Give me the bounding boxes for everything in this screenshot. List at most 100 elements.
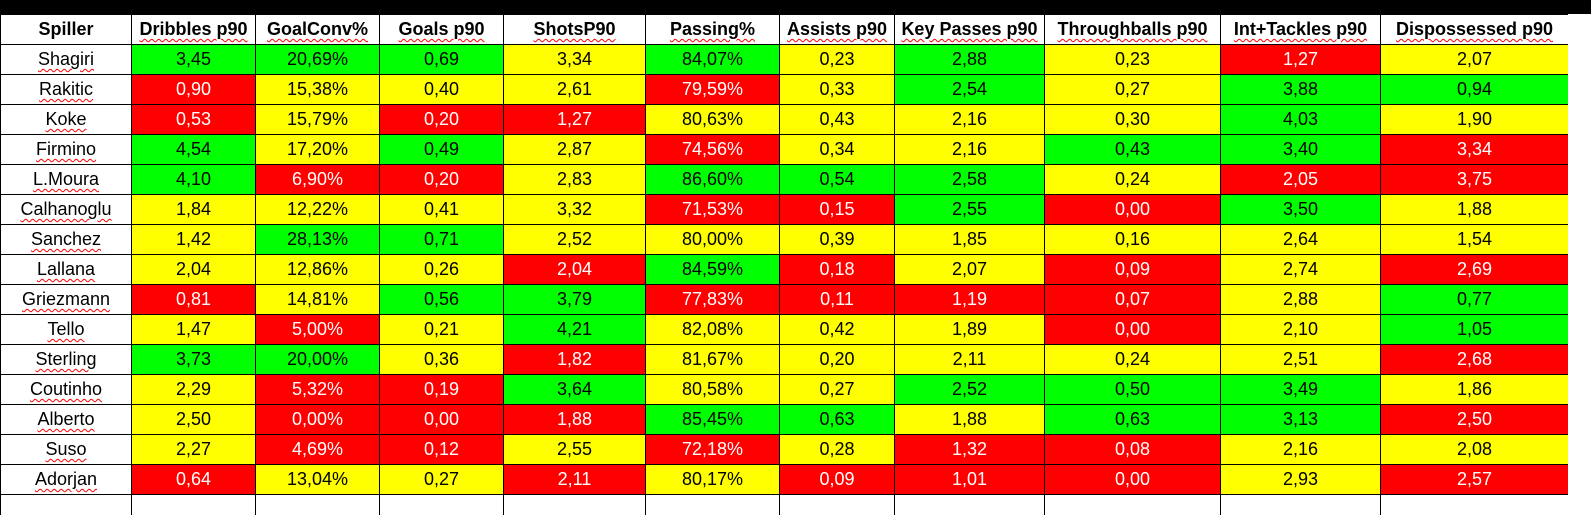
stat-cell[interactable]: 0,15: [779, 194, 895, 225]
empty-cell[interactable]: [0, 494, 132, 515]
stat-cell[interactable]: 0,27: [1044, 74, 1221, 105]
stat-cell[interactable]: 4,69%: [255, 434, 380, 465]
column-header[interactable]: Dispossessed p90: [1380, 14, 1569, 45]
stat-cell[interactable]: 1,01: [894, 464, 1045, 495]
stat-cell[interactable]: 1,54: [1380, 224, 1569, 255]
stat-cell[interactable]: 4,21: [503, 314, 646, 345]
empty-cell[interactable]: [1380, 494, 1569, 515]
stat-cell[interactable]: 12,22%: [255, 194, 380, 225]
stat-cell[interactable]: 2,04: [503, 254, 646, 285]
player-name-cell[interactable]: Shagiri: [0, 44, 132, 75]
empty-cell[interactable]: [379, 494, 504, 515]
stat-cell[interactable]: 2,83: [503, 164, 646, 195]
stat-cell[interactable]: 2,11: [503, 464, 646, 495]
stat-cell[interactable]: 84,07%: [645, 44, 780, 75]
stat-cell[interactable]: 0,20: [379, 164, 504, 195]
stat-cell[interactable]: 2,52: [894, 374, 1045, 405]
stat-cell[interactable]: 15,79%: [255, 104, 380, 135]
column-header[interactable]: Assists p90: [779, 14, 895, 45]
column-header[interactable]: Passing%: [645, 14, 780, 45]
stat-cell[interactable]: 0,63: [1044, 404, 1221, 435]
stat-cell[interactable]: 0,23: [779, 44, 895, 75]
stat-cell[interactable]: 5,00%: [255, 314, 380, 345]
stat-cell[interactable]: 0,90: [131, 74, 256, 105]
stat-cell[interactable]: 2,51: [1220, 344, 1381, 375]
stat-cell[interactable]: 1,88: [1380, 194, 1569, 225]
stat-cell[interactable]: 2,50: [131, 404, 256, 435]
stat-cell[interactable]: 0,69: [379, 44, 504, 75]
stat-cell[interactable]: 1,86: [1380, 374, 1569, 405]
stat-cell[interactable]: 1,84: [131, 194, 256, 225]
player-name-cell[interactable]: Firmino: [0, 134, 132, 165]
stat-cell[interactable]: 20,00%: [255, 344, 380, 375]
stat-cell[interactable]: 2,57: [1380, 464, 1569, 495]
stat-cell[interactable]: 2,69: [1380, 254, 1569, 285]
stat-cell[interactable]: 0,00%: [255, 404, 380, 435]
player-name-cell[interactable]: Adorjan: [0, 464, 132, 495]
stat-cell[interactable]: 1,32: [894, 434, 1045, 465]
stat-cell[interactable]: 0,33: [779, 74, 895, 105]
stat-cell[interactable]: 2,27: [131, 434, 256, 465]
stat-cell[interactable]: 2,74: [1220, 254, 1381, 285]
stat-cell[interactable]: 3,45: [131, 44, 256, 75]
player-name-cell[interactable]: Sanchez: [0, 224, 132, 255]
stat-cell[interactable]: 2,61: [503, 74, 646, 105]
stat-cell[interactable]: 3,50: [1220, 194, 1381, 225]
empty-cell[interactable]: [894, 494, 1045, 515]
stat-cell[interactable]: 4,03: [1220, 104, 1381, 135]
stat-cell[interactable]: 71,53%: [645, 194, 780, 225]
stat-cell[interactable]: 2,50: [1380, 404, 1569, 435]
stat-cell[interactable]: 2,55: [503, 434, 646, 465]
stat-cell[interactable]: 1,42: [131, 224, 256, 255]
stat-cell[interactable]: 1,85: [894, 224, 1045, 255]
stat-cell[interactable]: 0,16: [1044, 224, 1221, 255]
stat-cell[interactable]: 81,67%: [645, 344, 780, 375]
stat-cell[interactable]: 0,19: [379, 374, 504, 405]
stat-cell[interactable]: 2,64: [1220, 224, 1381, 255]
column-header[interactable]: ShotsP90: [503, 14, 646, 45]
stat-cell[interactable]: 1,27: [503, 104, 646, 135]
empty-cell[interactable]: [503, 494, 646, 515]
stat-cell[interactable]: 2,16: [894, 134, 1045, 165]
stat-cell[interactable]: 77,83%: [645, 284, 780, 315]
stat-cell[interactable]: 2,07: [894, 254, 1045, 285]
stat-cell[interactable]: 0,28: [779, 434, 895, 465]
stat-cell[interactable]: 2,52: [503, 224, 646, 255]
player-name-cell[interactable]: Griezmann: [0, 284, 132, 315]
column-header[interactable]: Spiller: [0, 14, 132, 45]
column-header[interactable]: Dribbles p90: [131, 14, 256, 45]
stat-cell[interactable]: 0,18: [779, 254, 895, 285]
stat-cell[interactable]: 1,47: [131, 314, 256, 345]
stat-cell[interactable]: 80,00%: [645, 224, 780, 255]
stat-cell[interactable]: 79,59%: [645, 74, 780, 105]
stat-cell[interactable]: 0,24: [1044, 164, 1221, 195]
empty-cell[interactable]: [1220, 494, 1381, 515]
empty-cell[interactable]: [255, 494, 380, 515]
stat-cell[interactable]: 0,30: [1044, 104, 1221, 135]
empty-cell[interactable]: [1044, 494, 1221, 515]
player-name-cell[interactable]: Tello: [0, 314, 132, 345]
stat-cell[interactable]: 0,20: [379, 104, 504, 135]
stat-cell[interactable]: 1,89: [894, 314, 1045, 345]
stat-cell[interactable]: 0,08: [1044, 434, 1221, 465]
stat-cell[interactable]: 0,54: [779, 164, 895, 195]
stat-cell[interactable]: 1,90: [1380, 104, 1569, 135]
stat-cell[interactable]: 2,29: [131, 374, 256, 405]
column-header[interactable]: Goals p90: [379, 14, 504, 45]
stat-cell[interactable]: 3,79: [503, 284, 646, 315]
stat-cell[interactable]: 2,55: [894, 194, 1045, 225]
empty-cell[interactable]: [645, 494, 780, 515]
stat-cell[interactable]: 17,20%: [255, 134, 380, 165]
stat-cell[interactable]: 0,21: [379, 314, 504, 345]
stat-cell[interactable]: 3,49: [1220, 374, 1381, 405]
stat-cell[interactable]: 2,16: [1220, 434, 1381, 465]
stat-cell[interactable]: 13,04%: [255, 464, 380, 495]
column-header[interactable]: Int+Tackles p90: [1220, 14, 1381, 45]
stat-cell[interactable]: 0,07: [1044, 284, 1221, 315]
empty-cell[interactable]: [779, 494, 895, 515]
stat-cell[interactable]: 2,07: [1380, 44, 1569, 75]
column-header[interactable]: Throughballs p90: [1044, 14, 1221, 45]
stat-cell[interactable]: 0,34: [779, 134, 895, 165]
stat-cell[interactable]: 0,27: [379, 464, 504, 495]
stat-cell[interactable]: 0,94: [1380, 74, 1569, 105]
